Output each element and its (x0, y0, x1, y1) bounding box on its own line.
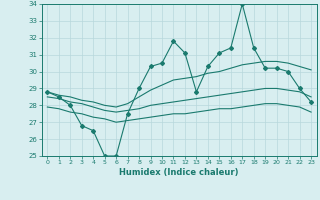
X-axis label: Humidex (Indice chaleur): Humidex (Indice chaleur) (119, 168, 239, 177)
